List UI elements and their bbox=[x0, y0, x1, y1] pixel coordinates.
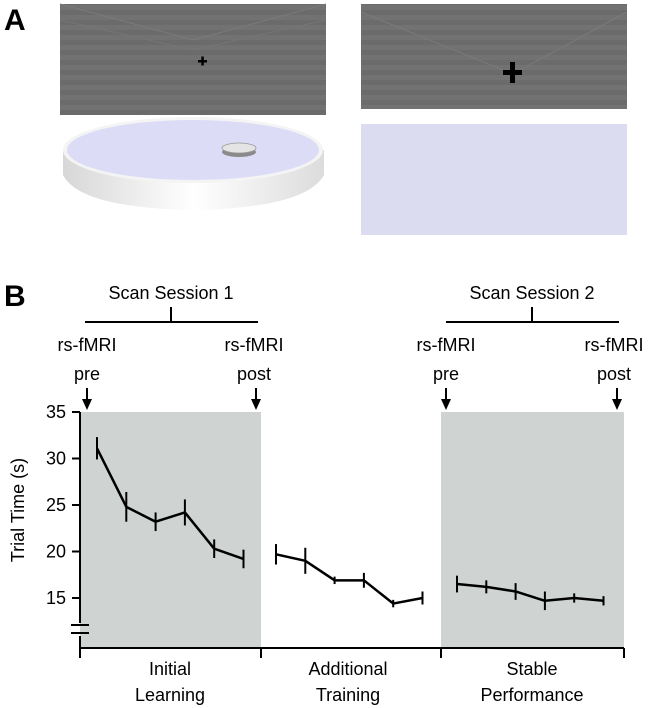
fixation-cross-icon bbox=[198, 56, 207, 66]
y-tick-label: 30 bbox=[46, 449, 66, 469]
rs-fmri-pre-1-label: rs-fMRI bbox=[58, 335, 117, 355]
series-line-1 bbox=[95, 447, 244, 561]
rs-fmri-post-1-sublabel: post bbox=[237, 364, 271, 384]
y-tick-label: 20 bbox=[46, 542, 66, 562]
arrow-down-icon bbox=[441, 388, 451, 410]
phase-label-performance: Performance bbox=[480, 685, 583, 705]
series-line-3 bbox=[456, 582, 604, 603]
y-axis-title: Trial Time (s) bbox=[8, 458, 28, 562]
phase-label-stable: Stable bbox=[506, 659, 557, 679]
panel-b-label: B bbox=[4, 280, 26, 313]
scan-session-2-label: Scan Session 2 bbox=[469, 283, 594, 303]
x-axis bbox=[79, 647, 625, 658]
y-ticks: 15 20 25 30 35 bbox=[46, 402, 80, 608]
rs-fmri-pre-2-sublabel: pre bbox=[433, 364, 459, 384]
arrow-down-icon bbox=[251, 388, 261, 410]
phase-label-learning: Learning bbox=[135, 685, 205, 705]
series-line-2 bbox=[275, 553, 423, 605]
arrow-down-icon bbox=[612, 388, 622, 410]
y-tick-label: 35 bbox=[46, 402, 66, 422]
data-series bbox=[95, 437, 605, 611]
fixation-cross-icon bbox=[503, 62, 522, 83]
arena-overview-image bbox=[59, 3, 327, 215]
rs-fmri-post-2-label: rs-fMRI bbox=[585, 335, 644, 355]
phase-label-initial: Initial bbox=[149, 659, 191, 679]
phase-shade-stable-performance bbox=[441, 412, 624, 648]
arrow-down-icon bbox=[82, 388, 92, 410]
y-tick-label: 15 bbox=[46, 588, 66, 608]
y-axis bbox=[71, 412, 89, 648]
panel-a-label: A bbox=[4, 4, 26, 37]
rs-fmri-pre-2-label: rs-fMRI bbox=[417, 335, 476, 355]
phase-label-additional: Additional bbox=[308, 659, 387, 679]
phase-label-training: Training bbox=[316, 685, 380, 705]
arena-first-person-image bbox=[360, 4, 628, 235]
rs-fmri-pre-1-sublabel: pre bbox=[74, 364, 100, 384]
rs-fmri-post-2-sublabel: post bbox=[597, 364, 631, 384]
phase-shade-initial-learning bbox=[80, 412, 261, 648]
y-tick-label: 25 bbox=[46, 495, 66, 515]
scan-session-1-label: Scan Session 1 bbox=[108, 283, 233, 303]
rs-fmri-post-1-label: rs-fMRI bbox=[225, 335, 284, 355]
